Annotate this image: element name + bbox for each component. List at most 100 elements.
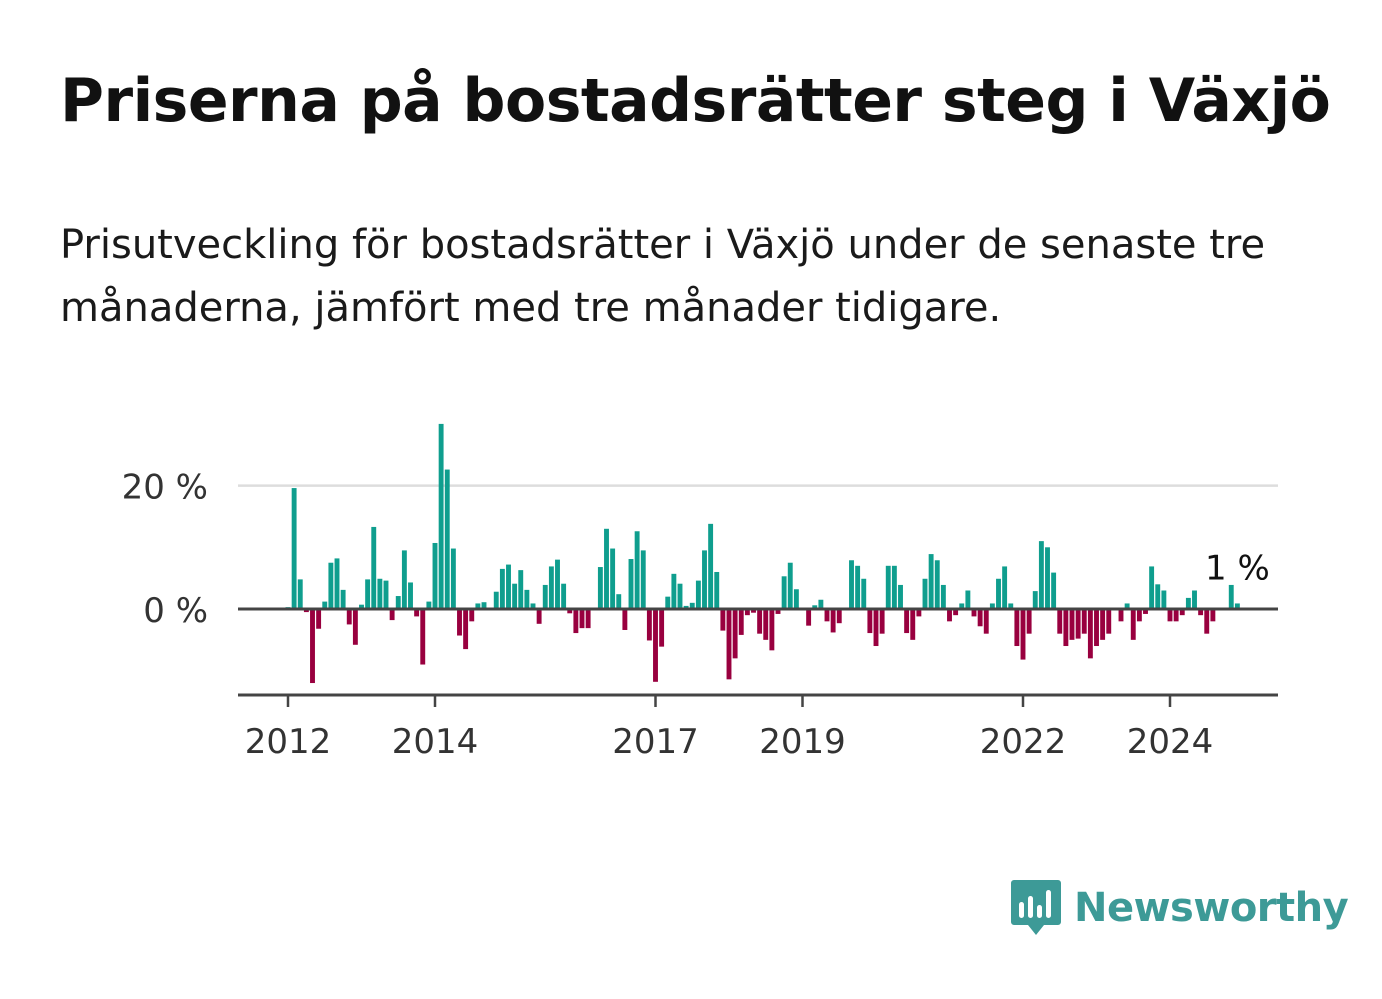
bar xyxy=(916,609,922,617)
bar xyxy=(1045,547,1050,609)
bar xyxy=(1032,591,1038,609)
bar xyxy=(1026,609,1032,634)
bar xyxy=(303,609,309,613)
bar xyxy=(947,609,952,622)
bar xyxy=(1094,609,1099,647)
bar xyxy=(898,584,903,609)
bar xyxy=(1173,609,1179,622)
bar xyxy=(401,550,407,609)
bar xyxy=(334,558,340,609)
chart-title: Priserna på bostadsrätter steg i Växjö xyxy=(60,66,1331,136)
bar xyxy=(316,609,322,629)
bar xyxy=(787,562,793,609)
bar xyxy=(481,602,487,609)
bar xyxy=(1228,584,1234,609)
bar xyxy=(420,609,426,665)
bar xyxy=(653,609,658,682)
bar xyxy=(408,582,413,609)
bar xyxy=(1008,603,1014,609)
bar xyxy=(352,609,358,645)
bar xyxy=(775,609,781,614)
bar xyxy=(499,568,505,609)
bar xyxy=(493,591,499,609)
bar xyxy=(983,609,989,634)
bar xyxy=(757,609,763,634)
bar xyxy=(542,584,548,609)
bar xyxy=(1002,566,1008,609)
bar xyxy=(597,567,603,609)
bar xyxy=(377,578,383,609)
bar xyxy=(1069,609,1075,640)
last-value-label: 1 % xyxy=(1205,548,1270,588)
bar xyxy=(885,565,891,609)
bar xyxy=(579,609,585,629)
bar xyxy=(1155,584,1161,609)
bar xyxy=(1185,597,1191,609)
bar xyxy=(1118,609,1124,622)
bar xyxy=(708,523,714,609)
x-tick-label: 2017 xyxy=(612,722,699,762)
bar xyxy=(383,580,389,609)
bar xyxy=(573,609,579,634)
bar xyxy=(1192,590,1197,609)
bar xyxy=(891,565,897,609)
bars xyxy=(285,423,1240,684)
bar xyxy=(414,609,420,617)
bar xyxy=(849,560,854,609)
bar xyxy=(561,583,567,609)
bar xyxy=(291,488,297,609)
bar xyxy=(646,609,652,641)
bar xyxy=(475,603,481,609)
bar xyxy=(604,528,609,609)
bar xyxy=(567,609,573,614)
bar xyxy=(1210,609,1216,622)
bar xyxy=(695,580,701,609)
y-tick-label: 0 % xyxy=(143,591,208,631)
newsworthy-logo-text: Newsworthy xyxy=(1074,885,1349,931)
bar xyxy=(818,599,824,609)
bar xyxy=(996,578,1001,609)
bar xyxy=(689,602,695,609)
bar xyxy=(720,609,726,631)
bar xyxy=(1081,609,1087,634)
bar xyxy=(940,584,946,609)
bar xyxy=(965,590,971,609)
bar xyxy=(426,601,432,609)
bar xyxy=(806,609,812,626)
bar xyxy=(836,609,842,624)
bar xyxy=(1130,609,1136,640)
bar xyxy=(1020,609,1026,660)
bar xyxy=(1198,609,1204,616)
bar xyxy=(365,579,371,609)
bar xyxy=(1149,566,1155,609)
bar xyxy=(1100,609,1106,640)
bar xyxy=(340,589,346,609)
bar xyxy=(432,542,438,609)
bar xyxy=(1087,609,1093,659)
bar xyxy=(585,609,591,629)
bar xyxy=(769,609,775,651)
bar xyxy=(1075,609,1081,639)
bar xyxy=(879,609,885,634)
bar xyxy=(959,603,965,609)
x-tick-label: 2022 xyxy=(980,722,1067,762)
bar xyxy=(830,609,836,633)
bar xyxy=(732,609,738,659)
bar xyxy=(1051,572,1057,609)
bar xyxy=(953,609,959,616)
bar xyxy=(714,571,720,609)
bar xyxy=(744,609,750,616)
x-tick-label: 2014 xyxy=(392,722,479,762)
bar xyxy=(855,565,861,609)
bar xyxy=(506,564,511,609)
bar xyxy=(781,576,787,609)
bar xyxy=(524,589,530,609)
bar xyxy=(1143,609,1148,614)
x-tick-label: 2019 xyxy=(759,722,846,762)
newsworthy-logo-icon xyxy=(1011,880,1061,935)
bar xyxy=(297,579,303,609)
bar xyxy=(910,609,916,640)
bar xyxy=(444,469,450,609)
bar xyxy=(1014,609,1020,647)
newsworthy-logo: Newsworthy xyxy=(1010,876,1349,940)
